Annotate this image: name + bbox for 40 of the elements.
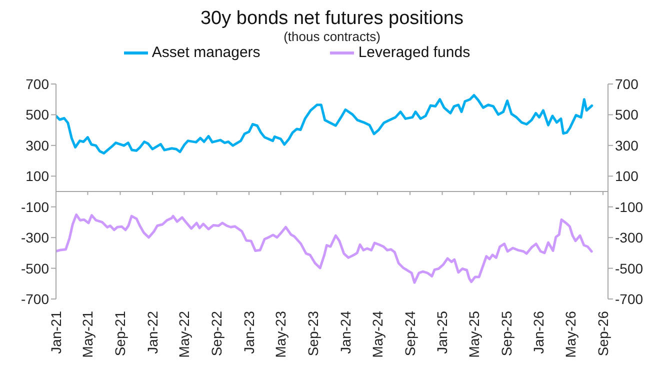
y-tick-label: -300 bbox=[20, 230, 50, 246]
y-tick-label: 700 bbox=[26, 76, 50, 92]
line-series bbox=[56, 213, 593, 284]
x-tick-label: Sep-21 bbox=[112, 310, 128, 356]
line-series bbox=[56, 94, 594, 155]
y-tick-label: -500 bbox=[20, 260, 50, 276]
x-tick-label: May-26 bbox=[562, 310, 578, 358]
x-tick-label: Jan-23 bbox=[240, 310, 257, 354]
x-tick-label: Jan-24 bbox=[337, 310, 354, 354]
x-tick-label: May-23 bbox=[272, 310, 289, 358]
x-tick-label: Sep-24 bbox=[402, 310, 418, 356]
y-tick-label: 300 bbox=[26, 137, 50, 154]
y2-tick-label: 100 bbox=[615, 168, 639, 184]
x-tick-label: Jan-26 bbox=[530, 310, 547, 354]
legend-label: Leveraged funds bbox=[358, 44, 470, 61]
y2-tick-label: 700 bbox=[615, 76, 639, 92]
chart-subtitle: (thous contracts) bbox=[282, 29, 382, 44]
x-tick-label: May-25 bbox=[466, 310, 482, 358]
x-tick-label: Jan-25 bbox=[434, 310, 450, 354]
y2-tick-label: 300 bbox=[615, 137, 639, 154]
x-tick-label: May-22 bbox=[176, 310, 192, 358]
legend-label: Asset managers bbox=[152, 44, 260, 61]
x-tick-label: May-24 bbox=[369, 310, 386, 358]
x-tick-label: Jan-22 bbox=[144, 310, 160, 354]
x-tick-label: May-21 bbox=[80, 310, 96, 358]
x-tick-label: Sep-26 bbox=[594, 310, 611, 356]
x-tick-label: Sep-22 bbox=[208, 310, 225, 356]
x-tick-label: Jan-21 bbox=[48, 310, 64, 354]
chart-title: 30y bonds net futures positions bbox=[199, 8, 464, 30]
x-tick-label: Sep-25 bbox=[498, 310, 514, 356]
x-tick-label: Sep-23 bbox=[305, 310, 322, 356]
y2-tick-label: -100 bbox=[615, 198, 644, 215]
y2-tick-label: -700 bbox=[615, 291, 644, 307]
y-tick-label: 500 bbox=[26, 106, 50, 123]
y-tick-label: -700 bbox=[20, 291, 50, 307]
y-tick-label: 100 bbox=[26, 168, 50, 184]
y2-tick-label: -300 bbox=[615, 230, 644, 246]
y2-tick-label: -500 bbox=[615, 260, 644, 276]
y-tick-label: -100 bbox=[20, 198, 50, 215]
y2-tick-label: 500 bbox=[615, 106, 639, 123]
